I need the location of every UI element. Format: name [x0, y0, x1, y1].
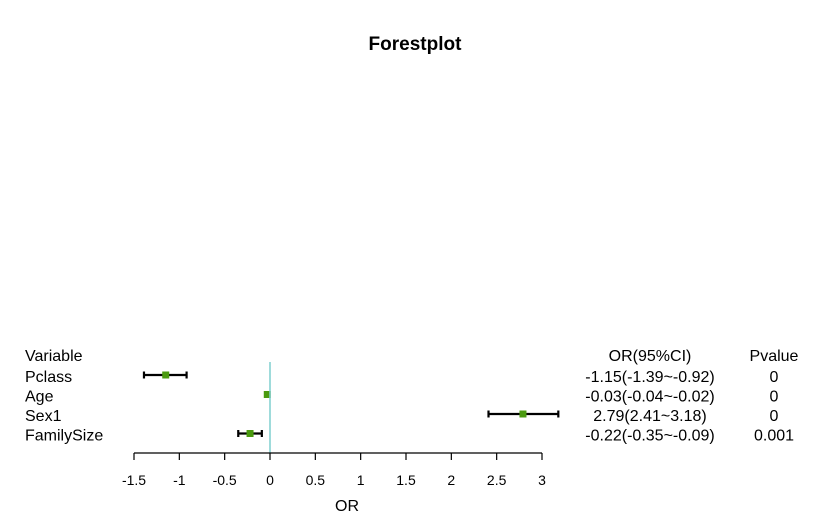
header-variable: Variable [25, 348, 83, 365]
x-tick-label: 2 [447, 472, 455, 488]
forest-row-sex1: Sex1 2.79(2.41~3.18) 0 [25, 408, 779, 425]
row-variable-label: FamilySize [25, 428, 103, 445]
row-variable-label: Age [25, 389, 54, 406]
x-tick-label: -1 [173, 472, 186, 488]
x-tick-label: -0.5 [213, 472, 237, 488]
x-axis-label: OR [335, 498, 359, 515]
row-or-ci: -0.03(-0.04~-0.02) [585, 389, 714, 406]
row-pvalue: 0 [770, 389, 779, 406]
or-point [162, 371, 170, 379]
x-tick-label: 1 [357, 472, 365, 488]
or-point [246, 430, 254, 437]
rows-layer: Pclass -1.15(-1.39~-0.92) 0 Age -0.03(-0.04~… [25, 369, 794, 445]
chart-title: Forestplot [369, 34, 463, 55]
row-pvalue: 0 [770, 408, 779, 425]
x-tick-label: -1.5 [122, 472, 146, 488]
or-point [263, 391, 271, 398]
row-pvalue: 0.001 [754, 428, 794, 445]
forest-row-age: Age -0.03(-0.04~-0.02) 0 [25, 389, 779, 406]
row-or-ci: -0.22(-0.35~-0.09) [585, 428, 714, 445]
row-variable-label: Pclass [25, 369, 72, 386]
row-or-ci: 2.79(2.41~3.18) [593, 408, 706, 425]
forest-row-pclass: Pclass -1.15(-1.39~-0.92) 0 [25, 369, 779, 386]
x-axis: -1.5 -1 -0.5 0 0.5 1 1.5 2 2.5 3 [122, 452, 546, 488]
header-or-ci: OR(95%CI) [609, 348, 692, 365]
or-point [519, 410, 527, 418]
row-variable-label: Sex1 [25, 408, 62, 425]
row-or-ci: -1.15(-1.39~-0.92) [585, 369, 714, 386]
x-tick-label: 0 [266, 472, 274, 488]
x-tick-label: 0.5 [306, 472, 326, 488]
row-pvalue: 0 [770, 369, 779, 386]
x-tick-label: 3 [538, 472, 546, 488]
x-tick-label: 1.5 [396, 472, 416, 488]
x-tick-label: 2.5 [487, 472, 507, 488]
header-pvalue: Pvalue [750, 348, 799, 365]
forest-row-familysize: FamilySize -0.22(-0.35~-0.09) 0.001 [25, 428, 794, 445]
